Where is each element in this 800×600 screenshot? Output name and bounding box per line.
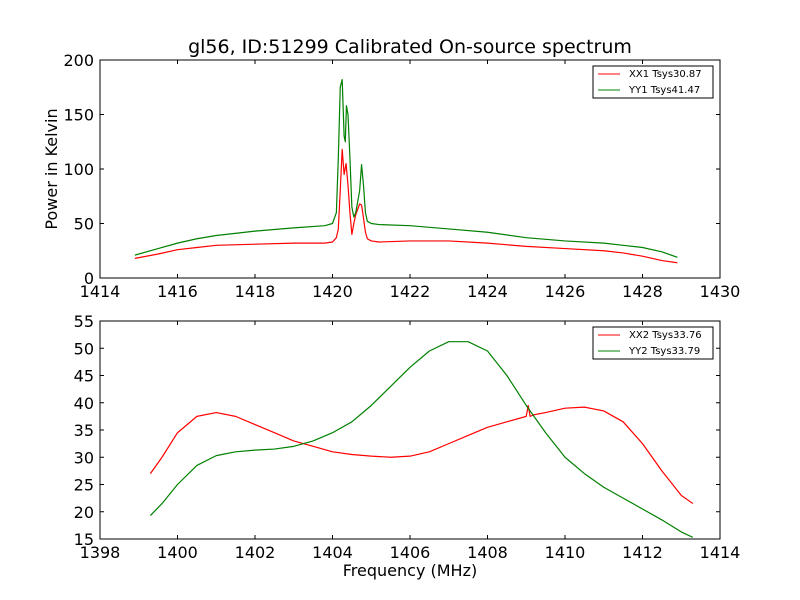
top-series-line-2 <box>134 79 678 258</box>
top-series-layer <box>134 79 678 264</box>
top-series-line-1 <box>134 148 678 264</box>
top-y-axis-label: Power in Kelvin <box>42 108 61 229</box>
bottom-ticks: 1398 1400 1402 1404 1406 1408 1410 1412 1414 15 20… <box>74 312 741 562</box>
bottom-x-axis-label: Frequency (MHz) <box>343 561 477 580</box>
top-ticks: 1414 1416 1418 1420 1422 1424 1426 1428 1430 0 50 1… <box>63 51 740 301</box>
bottom-y-tick-label: 55 <box>74 312 94 331</box>
bottom-y-tick-label: 45 <box>74 367 94 386</box>
bottom-x-tick-label: 1398 <box>80 543 121 562</box>
bottom-series-line-2 <box>149 341 694 538</box>
bottom-y-tick-label: 35 <box>74 421 94 440</box>
top-x-tick-label: 1430 <box>700 282 741 301</box>
bottom-legend-label-yy2: YY2 Tsys33.79 <box>628 346 700 357</box>
top-panel: 1414 1416 1418 1420 1422 1424 1426 1428 1430 0 50 1… <box>42 51 740 301</box>
bottom-series-line-1 <box>149 404 694 505</box>
bottom-x-tick-label: 1402 <box>235 543 276 562</box>
top-x-tick-label: 1418 <box>235 282 276 301</box>
top-y-tick-label: 50 <box>74 215 94 234</box>
bottom-x-tick-label: 1414 <box>700 543 741 562</box>
bottom-x-tick-label: 1408 <box>467 543 508 562</box>
bottom-y-tick-label: 15 <box>74 530 94 549</box>
bottom-x-tick-label: 1412 <box>622 543 663 562</box>
bottom-x-tick-label: 1400 <box>157 543 198 562</box>
top-x-tick-label: 1416 <box>157 282 198 301</box>
top-legend-box <box>592 65 714 99</box>
top-x-tick-label: 1426 <box>545 282 586 301</box>
top-y-tick-label: 150 <box>63 106 94 125</box>
top-x-tick-label: 1424 <box>467 282 508 301</box>
bottom-x-tick-label: 1406 <box>390 543 431 562</box>
top-y-tick-label: 100 <box>63 160 94 179</box>
top-x-tick-label: 1420 <box>312 282 353 301</box>
chart-title: gl56, ID:51299 Calibrated On-source spec… <box>188 36 632 58</box>
bottom-y-tick-label: 20 <box>74 503 94 522</box>
top-legend-label-xx1: XX1 Tsys30.87 <box>629 69 702 80</box>
bottom-y-tick-label: 25 <box>74 476 94 495</box>
top-x-tick-label: 1414 <box>80 282 121 301</box>
top-y-tick-label: 200 <box>63 51 94 70</box>
top-x-tick-label: 1422 <box>390 282 431 301</box>
bottom-legend: XX2 Tsys33.76 YY2 Tsys33.79 <box>592 326 714 360</box>
bottom-y-tick-label: 30 <box>74 448 94 467</box>
bottom-legend-label-xx2: XX2 Tsys33.76 <box>629 330 702 341</box>
bottom-panel: 1398 1400 1402 1404 1406 1408 1410 1412 1414 15 20… <box>74 312 741 580</box>
top-legend-label-yy1: YY1 Tsys41.47 <box>628 85 700 96</box>
bottom-legend-box <box>592 326 714 360</box>
bottom-series-layer <box>149 341 694 538</box>
top-y-tick-label: 0 <box>84 269 94 288</box>
bottom-y-tick-label: 50 <box>74 339 94 358</box>
bottom-x-tick-label: 1404 <box>312 543 353 562</box>
bottom-x-tick-label: 1410 <box>545 543 586 562</box>
top-x-tick-label: 1428 <box>622 282 663 301</box>
top-legend: XX1 Tsys30.87 YY1 Tsys41.47 <box>592 65 714 99</box>
bottom-y-tick-label: 40 <box>74 394 94 413</box>
